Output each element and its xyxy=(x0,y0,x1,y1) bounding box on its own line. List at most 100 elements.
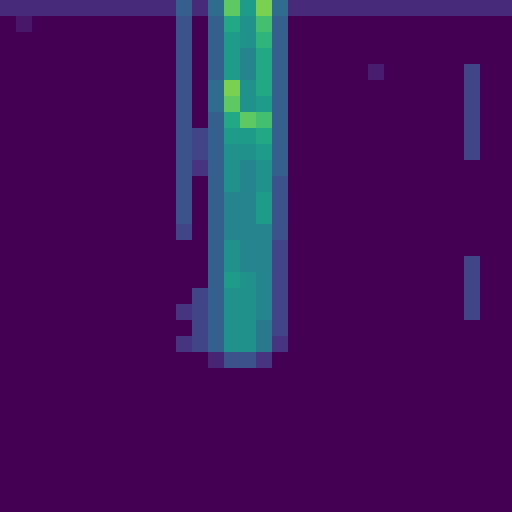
heatmap-cell xyxy=(128,304,145,321)
heatmap-cell xyxy=(112,464,129,481)
heatmap-cell xyxy=(256,96,273,113)
heatmap-cell xyxy=(160,240,177,257)
heatmap-cell xyxy=(432,112,449,129)
heatmap-cell xyxy=(304,416,321,433)
heatmap-cell xyxy=(432,416,449,433)
heatmap-cell xyxy=(480,416,497,433)
heatmap-cell xyxy=(144,48,161,65)
heatmap-cell xyxy=(224,176,241,193)
heatmap-cell xyxy=(64,240,81,257)
heatmap-cell xyxy=(384,160,401,177)
heatmap-cell xyxy=(192,240,209,257)
heatmap-cell xyxy=(64,336,81,353)
heatmap-cell xyxy=(304,304,321,321)
heatmap-cell xyxy=(400,176,417,193)
heatmap-cell xyxy=(144,0,161,17)
heatmap-cell xyxy=(16,288,33,305)
heatmap-cell xyxy=(480,80,497,97)
heatmap-cell xyxy=(496,432,512,449)
heatmap-cell xyxy=(288,272,305,289)
heatmap-cell xyxy=(480,352,497,369)
heatmap-cell xyxy=(368,432,385,449)
heatmap-cell xyxy=(368,464,385,481)
heatmap-cell xyxy=(320,144,337,161)
heatmap-cell xyxy=(400,272,417,289)
heatmap-cell xyxy=(112,240,129,257)
heatmap-cell xyxy=(160,80,177,97)
heatmap-cell xyxy=(64,272,81,289)
heatmap-cell xyxy=(208,240,225,257)
heatmap-cell xyxy=(160,0,177,17)
heatmap-cell xyxy=(320,0,337,17)
heatmap-cell xyxy=(416,160,433,177)
heatmap-cell xyxy=(416,16,433,33)
heatmap-cell xyxy=(176,496,193,512)
heatmap-cell xyxy=(208,272,225,289)
heatmap-cell xyxy=(128,496,145,512)
heatmap-cell xyxy=(32,32,49,49)
heatmap-cell xyxy=(304,80,321,97)
heatmap-cell xyxy=(320,496,337,512)
heatmap-cell xyxy=(464,0,481,17)
heatmap-cell xyxy=(496,0,512,17)
heatmap-cell xyxy=(80,368,97,385)
heatmap-cell xyxy=(384,400,401,417)
heatmap-cell xyxy=(224,304,241,321)
heatmap-cell xyxy=(256,288,273,305)
heatmap-cell xyxy=(16,224,33,241)
heatmap-cell xyxy=(80,192,97,209)
heatmap-cell xyxy=(464,48,481,65)
heatmap-cell xyxy=(464,320,481,337)
heatmap-cell xyxy=(240,176,257,193)
heatmap-cell xyxy=(464,192,481,209)
heatmap-cell xyxy=(368,480,385,497)
heatmap-cell xyxy=(48,448,65,465)
heatmap-cell xyxy=(272,176,289,193)
heatmap-cell xyxy=(240,288,257,305)
heatmap-cell xyxy=(448,400,465,417)
heatmap-cell xyxy=(256,80,273,97)
heatmap-cell xyxy=(288,112,305,129)
heatmap-cell xyxy=(176,160,193,177)
heatmap-cell xyxy=(64,400,81,417)
heatmap-cell xyxy=(352,144,369,161)
heatmap-cell xyxy=(464,480,481,497)
heatmap-cell xyxy=(320,384,337,401)
heatmap-cell xyxy=(496,224,512,241)
heatmap-cell xyxy=(0,64,17,81)
heatmap-cell xyxy=(320,112,337,129)
heatmap-cell xyxy=(368,96,385,113)
heatmap-cell xyxy=(320,192,337,209)
heatmap-cell xyxy=(160,112,177,129)
heatmap-cell xyxy=(320,368,337,385)
heatmap-cell xyxy=(352,400,369,417)
heatmap-cell xyxy=(496,16,512,33)
heatmap-cell xyxy=(432,304,449,321)
heatmap-cell xyxy=(384,192,401,209)
heatmap-cell xyxy=(96,80,113,97)
heatmap-cell xyxy=(320,80,337,97)
heatmap-cell xyxy=(416,224,433,241)
heatmap-cell xyxy=(176,336,193,353)
heatmap-cell xyxy=(48,80,65,97)
heatmap-cell xyxy=(112,432,129,449)
heatmap-cell xyxy=(304,208,321,225)
heatmap-cell xyxy=(496,320,512,337)
heatmap-cell xyxy=(176,400,193,417)
heatmap-cell xyxy=(32,464,49,481)
heatmap-cell xyxy=(48,256,65,273)
heatmap-cell xyxy=(96,432,113,449)
heatmap-cell xyxy=(272,208,289,225)
heatmap-cell xyxy=(336,112,353,129)
heatmap-cell xyxy=(128,352,145,369)
heatmap-cell xyxy=(448,0,465,17)
heatmap-cell xyxy=(464,448,481,465)
heatmap-cell xyxy=(16,16,33,33)
heatmap-cell xyxy=(0,272,17,289)
heatmap-cell xyxy=(80,16,97,33)
heatmap-cell xyxy=(304,400,321,417)
heatmap-cell xyxy=(432,480,449,497)
heatmap-cell xyxy=(80,80,97,97)
heatmap-cell xyxy=(352,48,369,65)
heatmap-cell xyxy=(272,496,289,512)
